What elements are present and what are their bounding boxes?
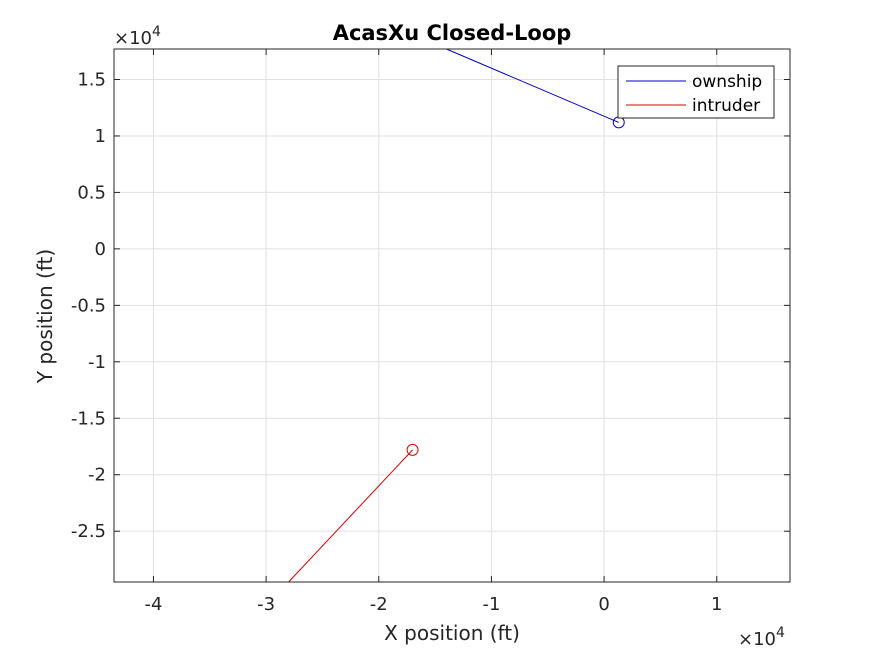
ticks: -4 -3 -2 -1 0 1 -2.5 -2 -1.5 -1 -0.5 0 0.5 1 1.5 (71, 49, 790, 615)
legend-label-intruder: intruder (692, 96, 760, 116)
y-tick-label: 0 (95, 239, 106, 260)
y-tick-label: -2 (88, 465, 106, 486)
y-multiplier-base: ×10 (114, 28, 152, 49)
x-multiplier-exponent: 4 (776, 625, 785, 641)
x-tick-label: -1 (482, 594, 500, 615)
series-end-marker-intruder (406, 443, 419, 456)
series-line-intruder (288, 449, 413, 583)
y-tick-label: -1.5 (71, 408, 106, 429)
plot-background (114, 49, 790, 582)
y-tick-label: -0.5 (71, 295, 106, 316)
legend-label-ownship: ownship (692, 72, 762, 92)
grid (114, 49, 790, 582)
x-tick-label: -2 (370, 594, 388, 615)
series-group (288, 48, 625, 583)
x-axis-label: X position (ft) (384, 621, 520, 645)
x-tick-label: 1 (711, 594, 722, 615)
x-tick-label: -3 (257, 594, 275, 615)
y-tick-label: 1 (95, 126, 106, 147)
x-tick-label: 0 (598, 594, 609, 615)
series-line-ownship (446, 48, 619, 123)
y-tick-label: -2.5 (71, 521, 106, 542)
y-tick-label: 0.5 (77, 182, 106, 203)
x-tick-label: -4 (144, 594, 162, 615)
chart-title: AcasXu Closed-Loop (333, 21, 572, 45)
y-axis-multiplier: ×104 (114, 24, 161, 49)
x-multiplier-base: ×10 (738, 629, 776, 650)
y-multiplier-exponent: 4 (152, 24, 161, 40)
y-axis-label: Y position (ft) (33, 249, 57, 384)
legend-box (617, 65, 775, 119)
plot-frame (113, 48, 791, 583)
x-axis-multiplier: ×104 (738, 625, 785, 650)
legend: ownship intruder (617, 65, 775, 119)
y-tick-label: 1.5 (77, 69, 106, 90)
y-tick-label: -1 (88, 352, 106, 373)
